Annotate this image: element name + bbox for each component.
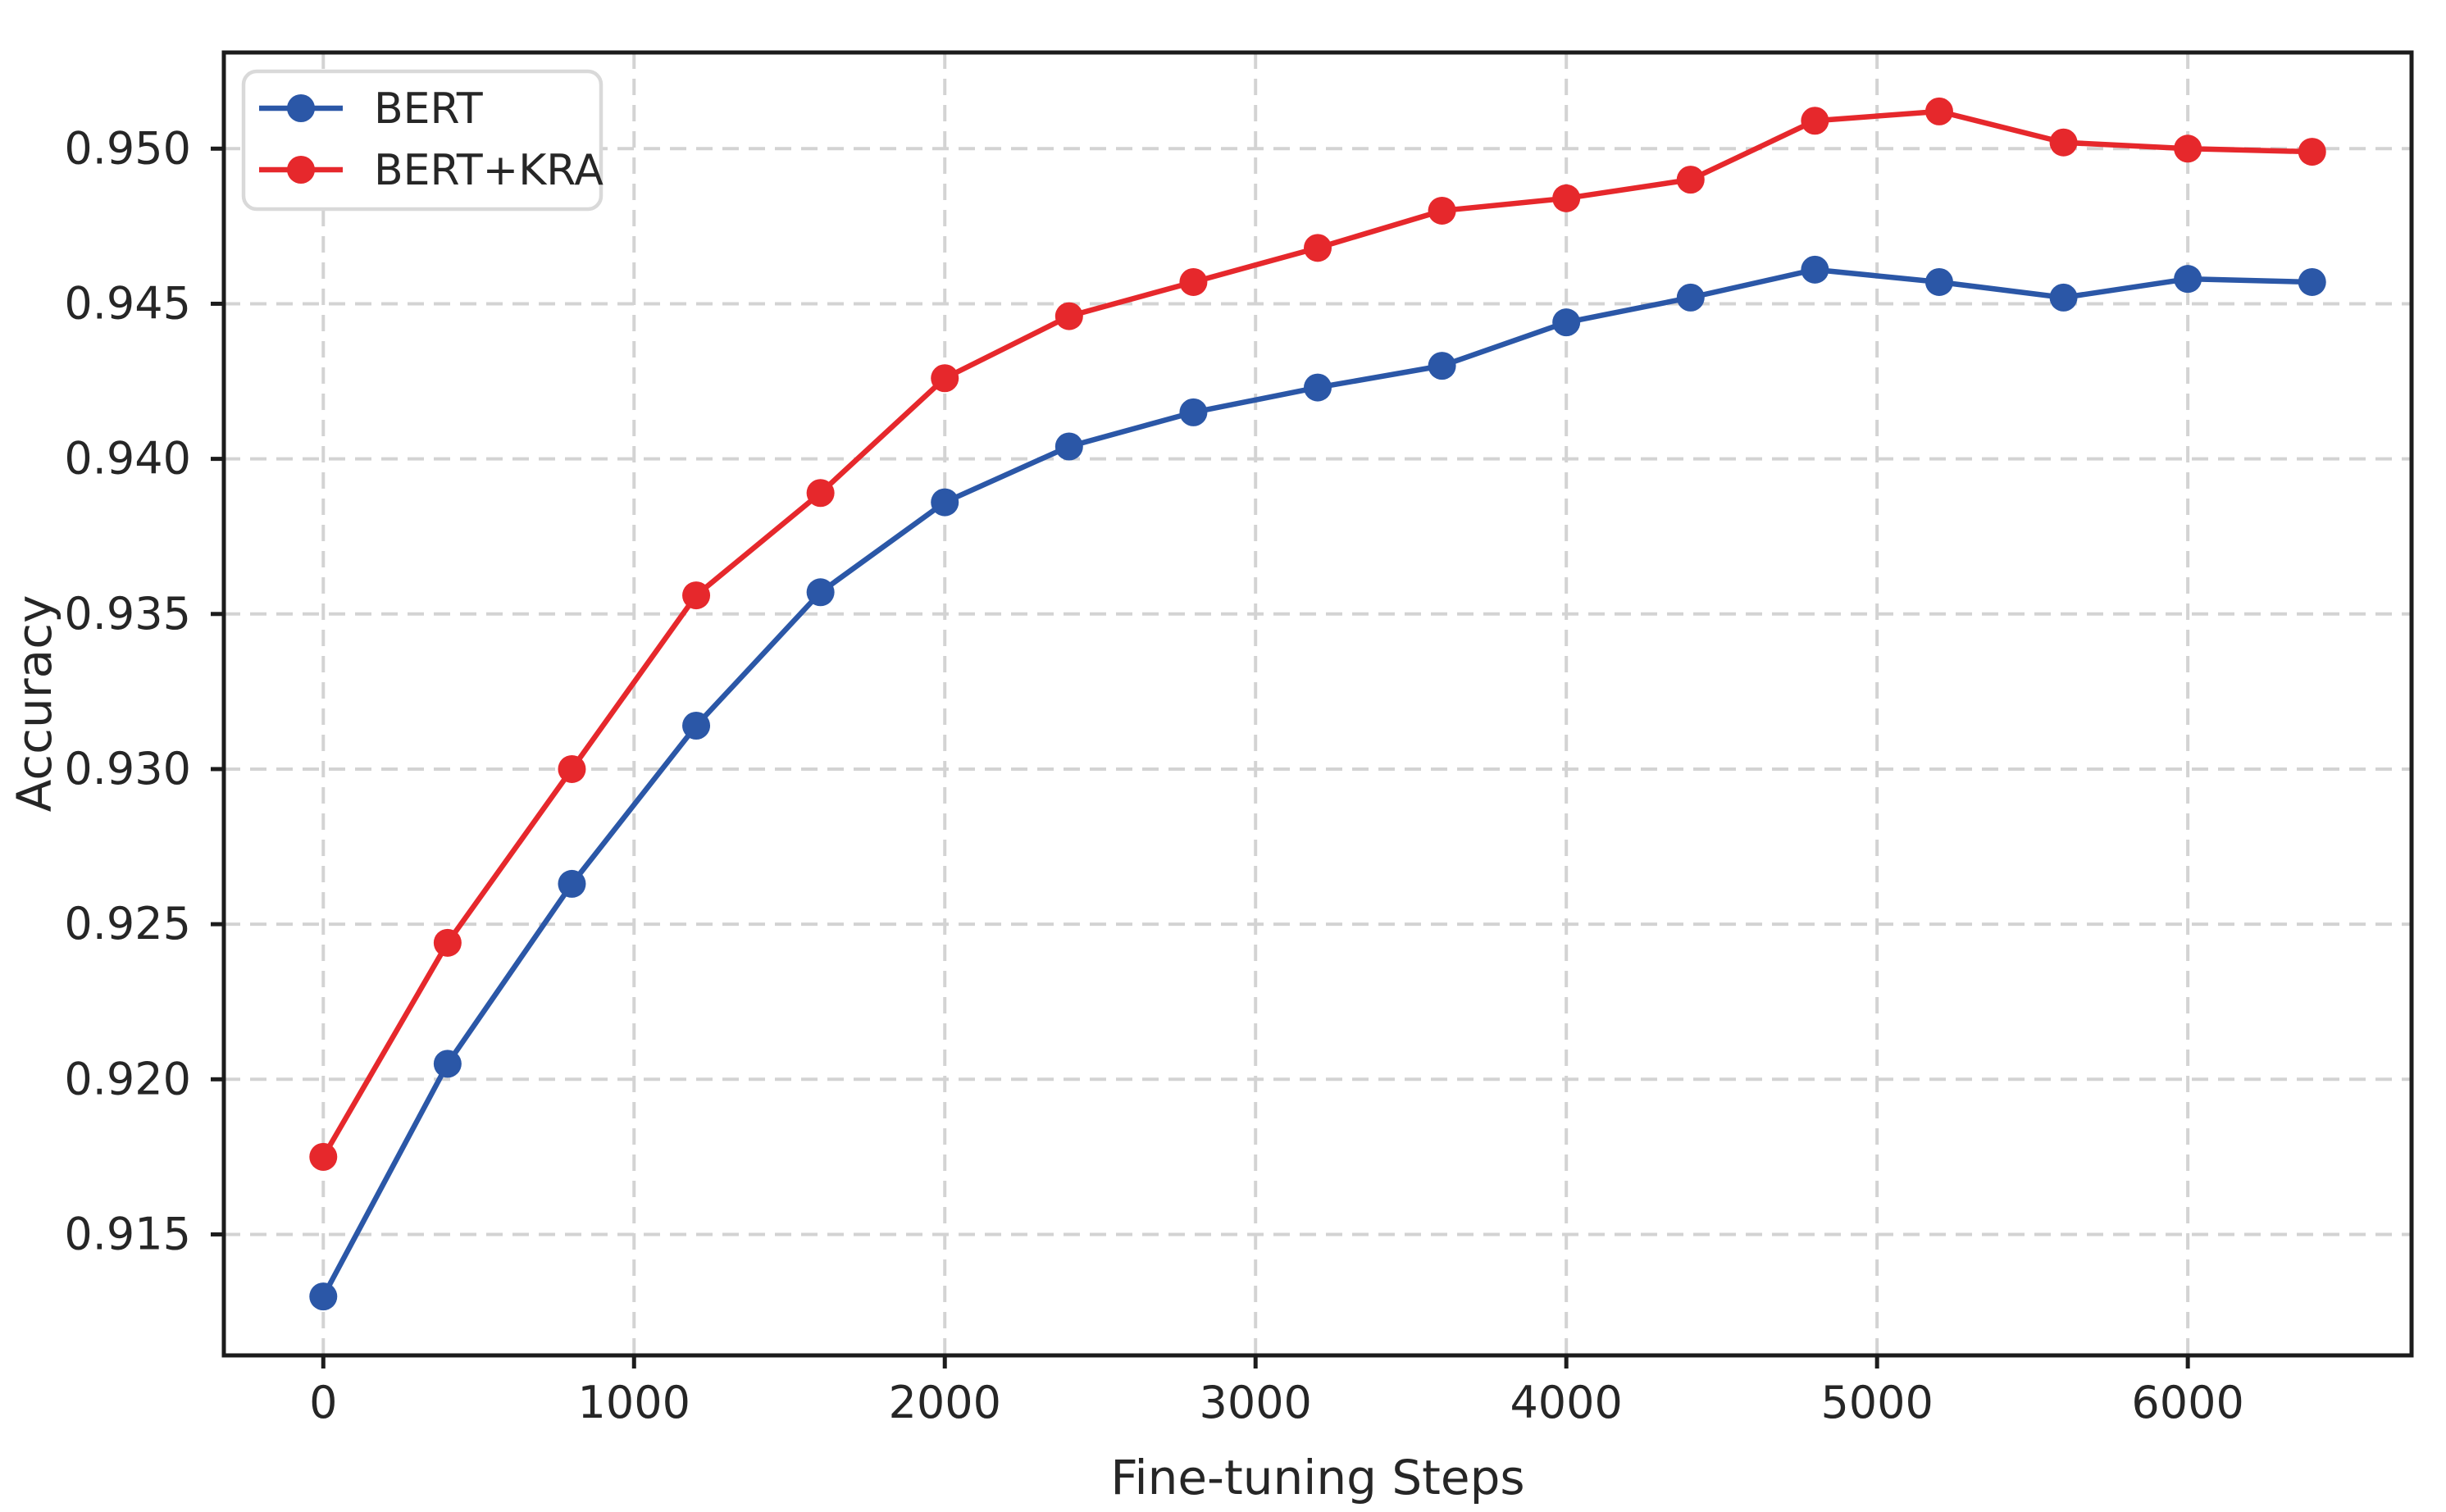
data-point-marker: [1179, 398, 1208, 426]
axis-ticks: [211, 146, 2190, 1369]
y-tick-label: 0.915: [64, 1208, 191, 1259]
legend-item: BERT: [259, 84, 483, 134]
y-tick-label: 0.925: [64, 898, 191, 950]
series-bert: [309, 255, 2326, 1311]
data-point-marker: [1552, 184, 1581, 212]
data-point-marker: [1054, 432, 1083, 461]
data-point-marker: [2298, 138, 2326, 166]
data-point-marker: [931, 364, 959, 393]
x-tick-label: 2000: [889, 1377, 1001, 1428]
y-tick-label: 0.920: [64, 1053, 191, 1104]
x-tick-label: 4000: [1510, 1377, 1622, 1428]
data-point-marker: [1924, 267, 1953, 296]
data-point-marker: [682, 581, 711, 610]
data-point-marker: [1801, 255, 1829, 284]
x-tick-label: 5000: [1820, 1377, 1933, 1428]
data-point-marker: [2049, 283, 2078, 312]
legend-label: BERT+KRA: [374, 146, 604, 195]
y-tick-label: 0.930: [64, 743, 191, 795]
legend-item: BERT+KRA: [259, 146, 604, 195]
data-point-marker: [2174, 265, 2202, 294]
legend-marker-icon: [287, 94, 315, 122]
tick-labels: 0 1000 2000 3000 4000 5000 6000 0.915 0.920 0.925…: [64, 122, 2243, 1428]
series-layer: [309, 97, 2326, 1311]
data-point-marker: [558, 869, 586, 898]
data-point-marker: [2049, 128, 2078, 157]
legend: BERT BERT+KRA: [241, 69, 604, 212]
y-tick-label: 0.950: [64, 122, 191, 174]
data-point-marker: [806, 578, 835, 607]
y-tick-label: 0.940: [64, 433, 191, 485]
data-point-marker: [931, 488, 959, 517]
data-point-marker: [1054, 302, 1083, 330]
data-point-marker: [682, 711, 711, 740]
x-tick-label: 0: [309, 1377, 337, 1428]
data-point-marker: [1924, 97, 1953, 125]
data-point-marker: [2174, 134, 2202, 163]
data-point-marker: [558, 754, 586, 783]
data-point-marker: [433, 928, 462, 957]
data-point-marker: [1676, 283, 1705, 312]
x-tick-label: 6000: [2131, 1377, 2243, 1428]
data-point-marker: [1179, 267, 1208, 296]
x-axis-label: Fine-tuning Steps: [1110, 1450, 1524, 1505]
legend-label: BERT: [374, 84, 483, 134]
data-point-marker: [1304, 373, 1332, 402]
x-tick-label: 3000: [1199, 1377, 1311, 1428]
data-point-marker: [1428, 352, 1456, 380]
data-point-marker: [433, 1050, 462, 1078]
plot-border: [221, 50, 2414, 1358]
y-axis-label: Accuracy: [7, 595, 62, 813]
data-point-marker: [1552, 308, 1581, 337]
data-point-marker: [806, 479, 835, 508]
data-point-marker: [1428, 196, 1456, 225]
y-tick-label: 0.935: [64, 588, 191, 640]
x-tick-label: 1000: [578, 1377, 690, 1428]
data-point-marker: [1304, 234, 1332, 262]
legend-marker-icon: [287, 156, 315, 184]
data-point-marker: [309, 1282, 338, 1311]
data-point-marker: [309, 1142, 338, 1171]
data-point-marker: [1676, 166, 1705, 194]
series-bert-kra: [309, 97, 2326, 1171]
grid: [224, 52, 2412, 1355]
data-point-marker: [1801, 107, 1829, 135]
data-point-marker: [2298, 267, 2326, 296]
y-tick-label: 0.945: [64, 277, 191, 329]
